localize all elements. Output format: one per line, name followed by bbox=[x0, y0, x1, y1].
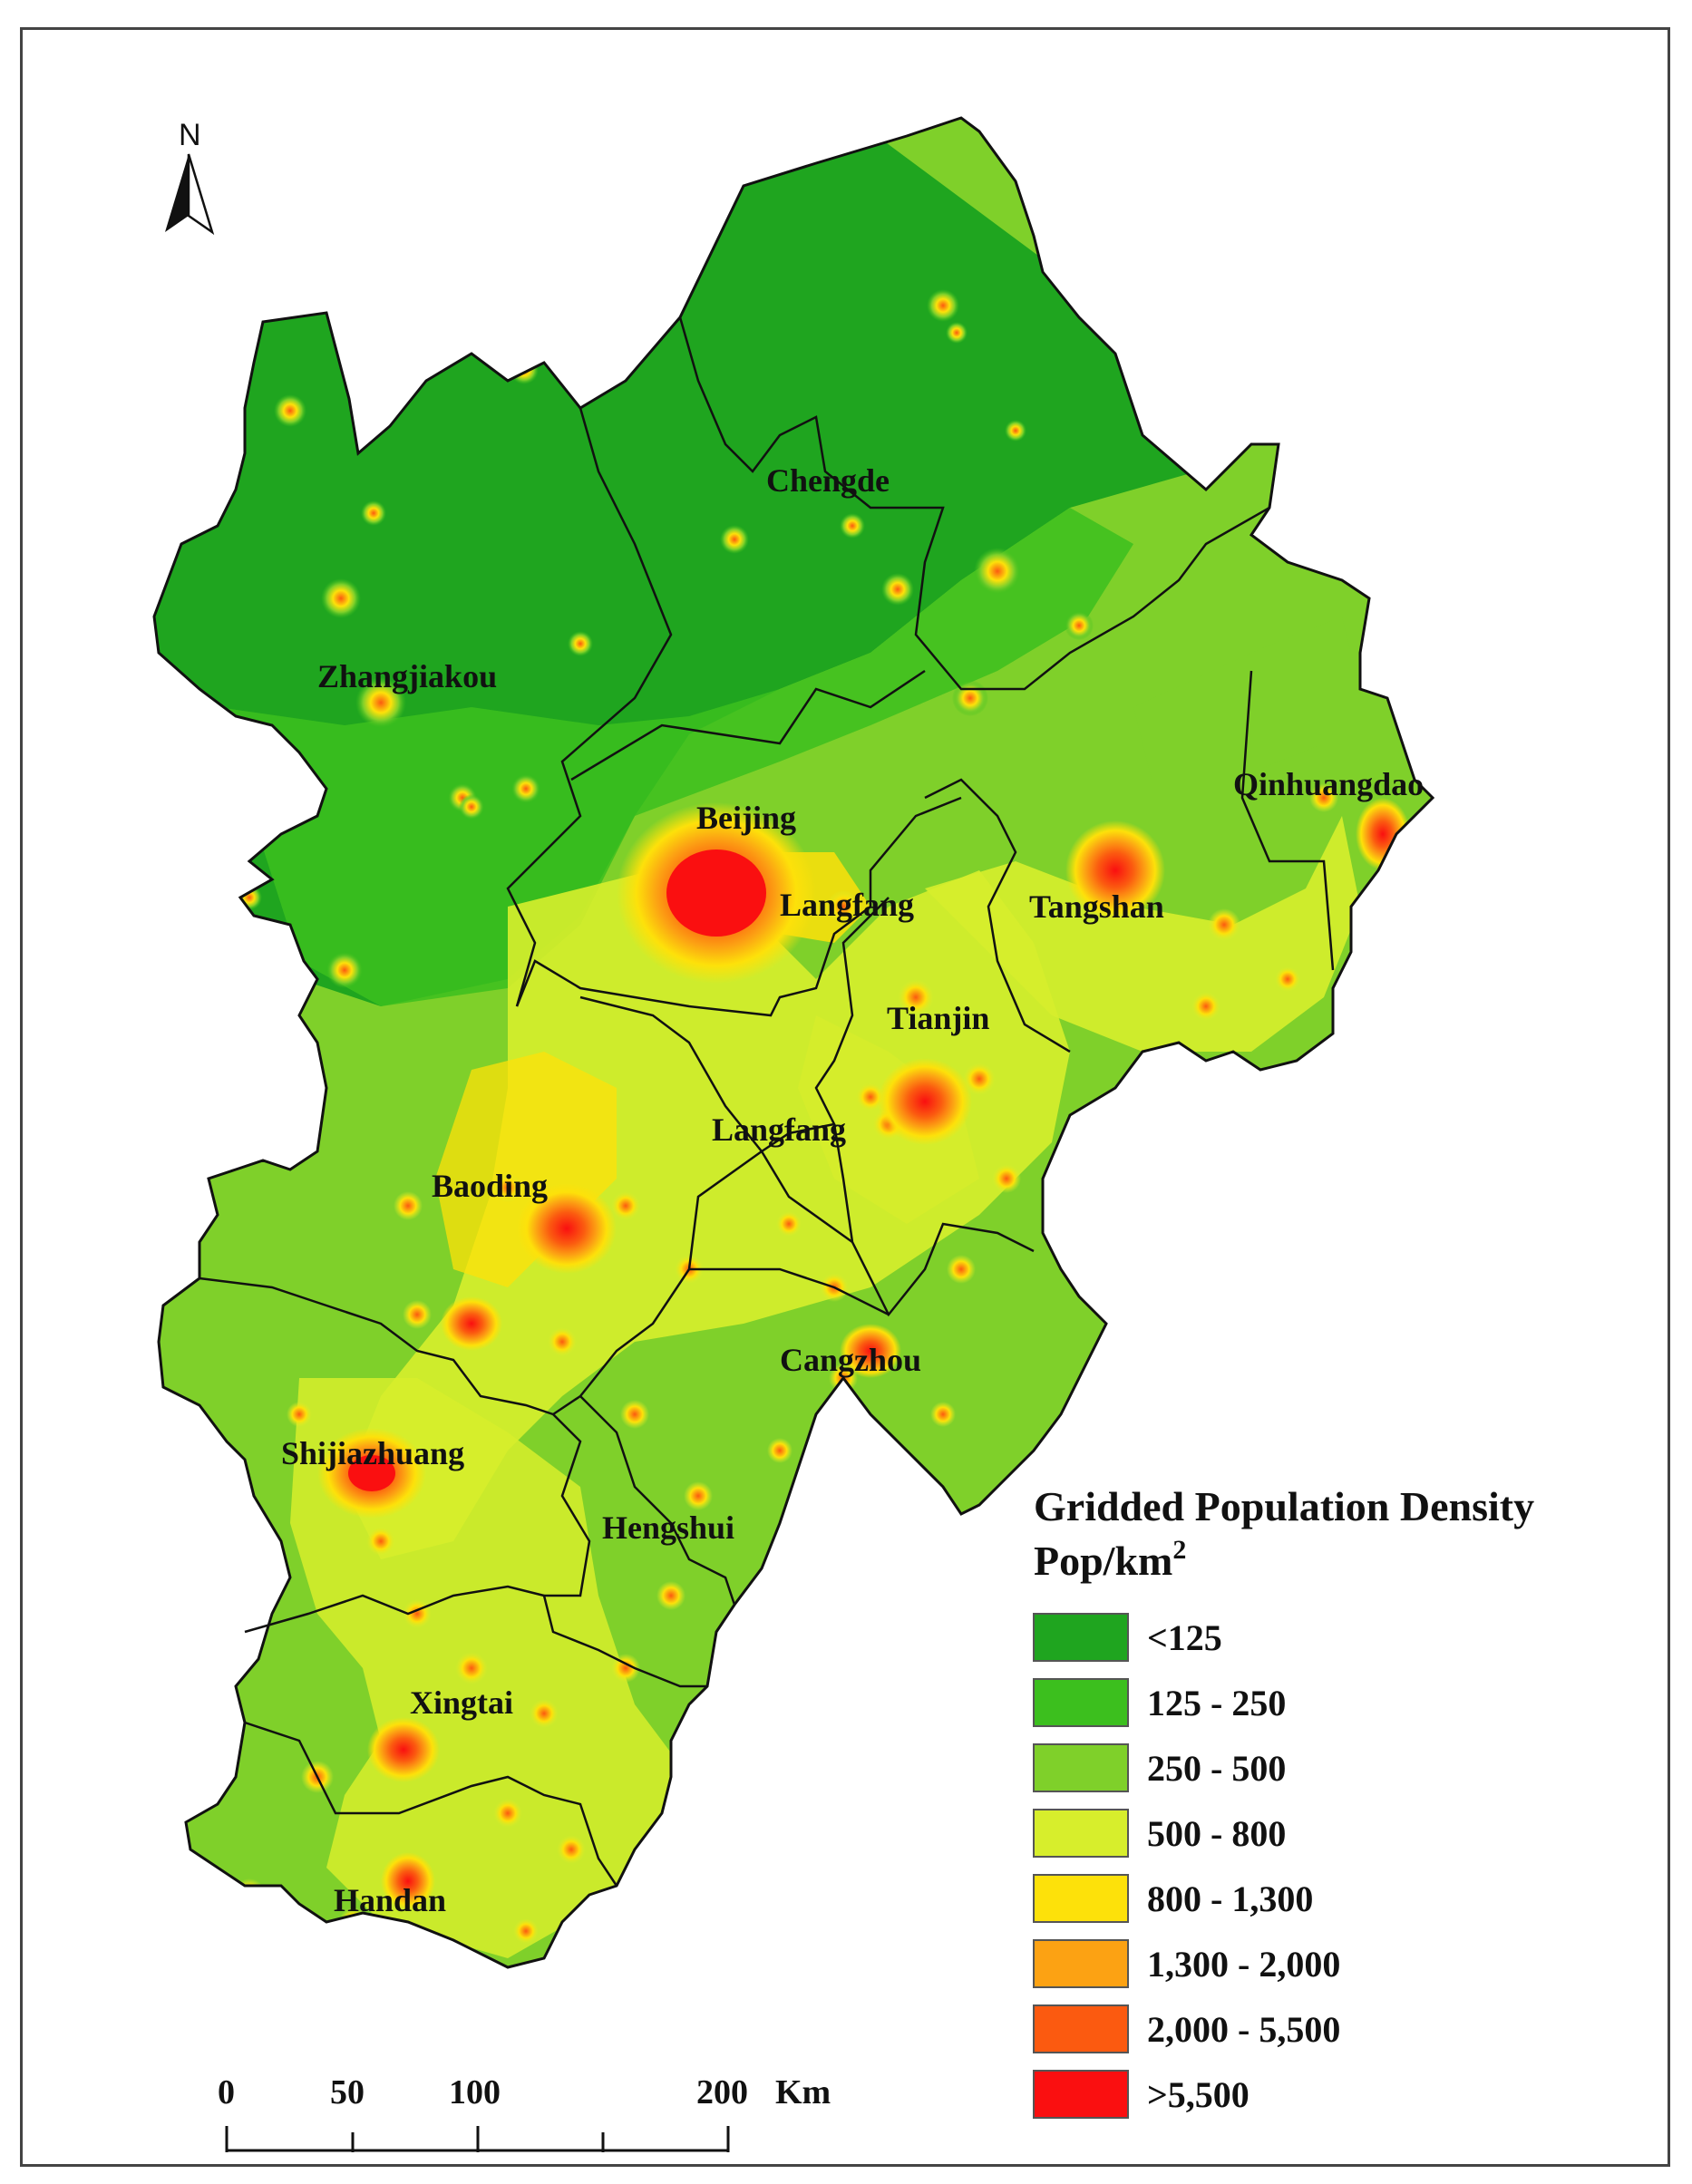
region-label-langfang-north: Langfang bbox=[780, 887, 914, 923]
scale-tick-0: 0 bbox=[218, 2073, 235, 2111]
north-arrow-icon bbox=[165, 153, 215, 236]
city-hotspots bbox=[317, 798, 1410, 1910]
legend-label: 1,300 - 2,000 bbox=[1147, 1944, 1340, 1985]
region-label-shijiazhuang: Shijiazhuang bbox=[281, 1435, 464, 1471]
legend-swatch bbox=[1033, 2070, 1129, 2119]
legend-unit-base: Pop/km bbox=[1034, 1538, 1172, 1584]
legend-unit-superscript: 2 bbox=[1172, 1535, 1186, 1565]
region-label-handan: Handan bbox=[334, 1882, 446, 1918]
scale-tick-100: 100 bbox=[449, 2073, 501, 2111]
legend-swatch bbox=[1033, 1874, 1129, 1923]
region-label-cangzhou: Cangzhou bbox=[780, 1342, 921, 1378]
legend-label: 250 - 500 bbox=[1147, 1748, 1286, 1789]
legend-label: 125 - 250 bbox=[1147, 1683, 1286, 1723]
region-label-tangshan: Tangshan bbox=[1029, 888, 1164, 925]
region-labels: Zhangjiakou Chengde Qinhuangdao Beijing … bbox=[281, 462, 1424, 1918]
legend-swatch bbox=[1033, 1809, 1129, 1858]
scale-tick-200: 200 bbox=[696, 2073, 748, 2111]
scale-tick-50: 50 bbox=[330, 2073, 365, 2111]
north-arrow: N bbox=[165, 118, 215, 236]
region-label-langfang-south: Langfang bbox=[712, 1111, 846, 1148]
prefecture-boundaries bbox=[199, 316, 1335, 1887]
region-label-chengde: Chengde bbox=[766, 462, 890, 499]
legend-items: <125 125 - 250 250 - 500 500 - 800 800 - 1,3… bbox=[1033, 1613, 1340, 2119]
region-label-tianjin: Tianjin bbox=[887, 1000, 989, 1036]
region-label-zhangjiakou: Zhangjiakou bbox=[317, 658, 497, 694]
legend-label: 800 - 1,300 bbox=[1147, 1878, 1313, 1919]
legend-swatch bbox=[1033, 2004, 1129, 2053]
legend-swatch bbox=[1033, 1678, 1129, 1727]
scale-bar: 0 50 100 200 Km bbox=[218, 2073, 831, 2152]
scale-line bbox=[225, 2126, 730, 2152]
legend-title: Gridded Population Density bbox=[1034, 1483, 1534, 1529]
legend-swatch bbox=[1033, 1939, 1129, 1988]
region-label-baoding: Baoding bbox=[432, 1168, 548, 1204]
region-label-qinhuangdao: Qinhuangdao bbox=[1233, 766, 1424, 802]
legend-label: 2,000 - 5,500 bbox=[1147, 2009, 1340, 2050]
legend-unit: Pop/km2 bbox=[1034, 1535, 1186, 1584]
legend-swatch bbox=[1033, 1743, 1129, 1792]
legend: Gridded Population Density Pop/km2 <125 1… bbox=[1033, 1483, 1534, 2119]
legend-swatch bbox=[1033, 1613, 1129, 1662]
legend-label: 500 - 800 bbox=[1147, 1813, 1286, 1854]
scale-unit: Km bbox=[775, 2073, 831, 2111]
region-label-xingtai: Xingtai bbox=[410, 1684, 513, 1721]
region-label-hengshui: Hengshui bbox=[602, 1509, 734, 1546]
north-label: N bbox=[179, 118, 201, 152]
legend-label: >5,500 bbox=[1147, 2074, 1250, 2115]
legend-label: <125 bbox=[1147, 1617, 1222, 1658]
region-label-beijing: Beijing bbox=[696, 800, 796, 836]
